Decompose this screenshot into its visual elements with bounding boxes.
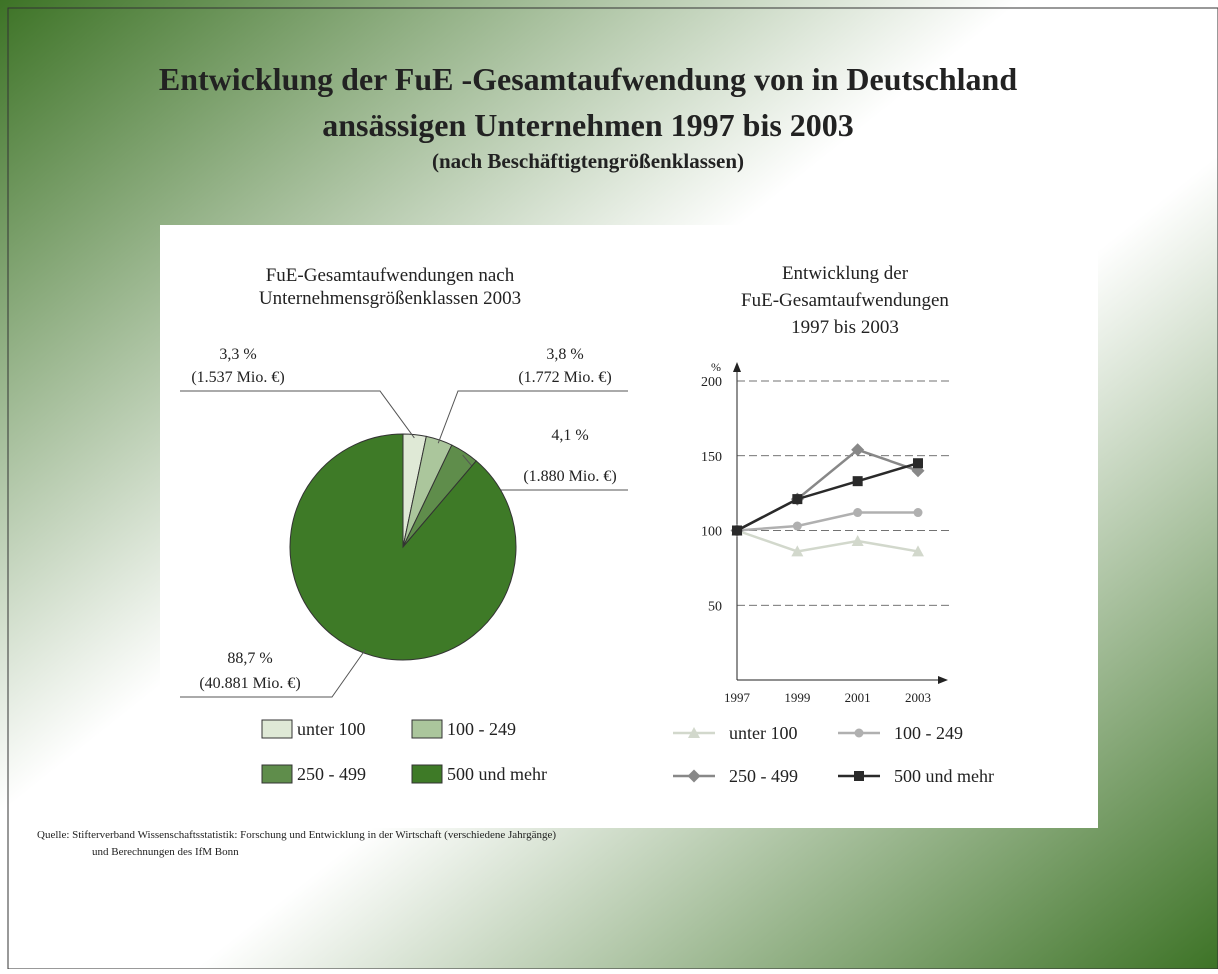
chart-title: Entwicklung der: [782, 263, 909, 284]
axis-arrow: [938, 676, 948, 684]
marker: [913, 508, 923, 518]
marker: [913, 458, 923, 469]
series-line: [736, 529, 919, 553]
marker: [687, 769, 701, 783]
pie-slice: [289, 433, 517, 661]
legend-swatch: [411, 719, 443, 739]
marker: [853, 508, 863, 518]
leader-line: [180, 390, 415, 439]
marker: [854, 728, 864, 738]
marker: [732, 525, 742, 536]
marker: [792, 494, 803, 505]
legend-label: 500 und mehr: [447, 764, 547, 784]
axis-arrow: [733, 362, 741, 372]
marker: [688, 727, 700, 738]
x-tick-label: 1999: [784, 690, 810, 705]
chart-title: Unternehmensgrößenklassen 2003: [259, 288, 521, 309]
x-tick-label: 1997: [724, 690, 751, 705]
title: ansässigen Unternehmen 1997 bis 2003: [322, 107, 854, 143]
value-label: 3,8 %: [546, 346, 583, 363]
amount-label: (1.772 Mio. €): [518, 369, 611, 386]
chart-title: FuE-Gesamtaufwendungen nach: [266, 265, 515, 286]
x-tick-label: 2001: [845, 690, 871, 705]
marker: [852, 476, 863, 487]
amount-label: (1.880 Mio. €): [523, 468, 616, 485]
marker: [854, 771, 864, 781]
source: Quelle: Stifterverband Wissenschaftsstat…: [37, 829, 556, 841]
y-axis-label: %: [711, 360, 721, 374]
legend-label: 100 - 249: [447, 719, 516, 739]
amount-label: (40.881 Mio. €): [199, 675, 300, 692]
legend-label: unter 100: [729, 723, 797, 743]
marker: [791, 545, 804, 557]
y-tick-label: 200: [701, 375, 722, 390]
series-line: [736, 462, 919, 532]
chart-title: FuE-Gesamtaufwendungen: [741, 290, 949, 311]
legend-label: 100 - 249: [894, 723, 963, 743]
legend-swatch: [261, 764, 293, 784]
y-tick-label: 100: [701, 525, 722, 540]
leader-line: [437, 390, 628, 444]
series-line: [736, 511, 918, 532]
x-tick-label: 2003: [905, 690, 931, 705]
legend-swatch: [261, 719, 293, 739]
subtitle: (nach Beschäftigtengrößenklassen): [432, 149, 744, 173]
source: und Berechnungen des IfM Bonn: [92, 846, 239, 858]
value-label: 88,7 %: [227, 650, 272, 667]
amount-label: (1.537 Mio. €): [191, 369, 284, 386]
value-label: 4,1 %: [551, 427, 588, 444]
marker: [792, 521, 802, 531]
legend-label: 250 - 499: [297, 764, 366, 784]
marker: [851, 534, 864, 546]
legend-label: 500 und mehr: [894, 766, 994, 786]
y-tick-label: 50: [708, 599, 722, 614]
title: Entwicklung der FuE -Gesamtaufwendung vo…: [159, 61, 1017, 97]
leader-line: [180, 649, 366, 698]
legend-label: unter 100: [297, 719, 365, 739]
chart-title: 1997 bis 2003: [791, 317, 899, 338]
marker: [851, 443, 865, 457]
marker: [912, 545, 924, 557]
legend-swatch: [411, 764, 443, 784]
legend-label: 250 - 499: [729, 766, 798, 786]
value-label: 3,3 %: [219, 346, 256, 363]
y-tick-label: 150: [701, 450, 722, 465]
